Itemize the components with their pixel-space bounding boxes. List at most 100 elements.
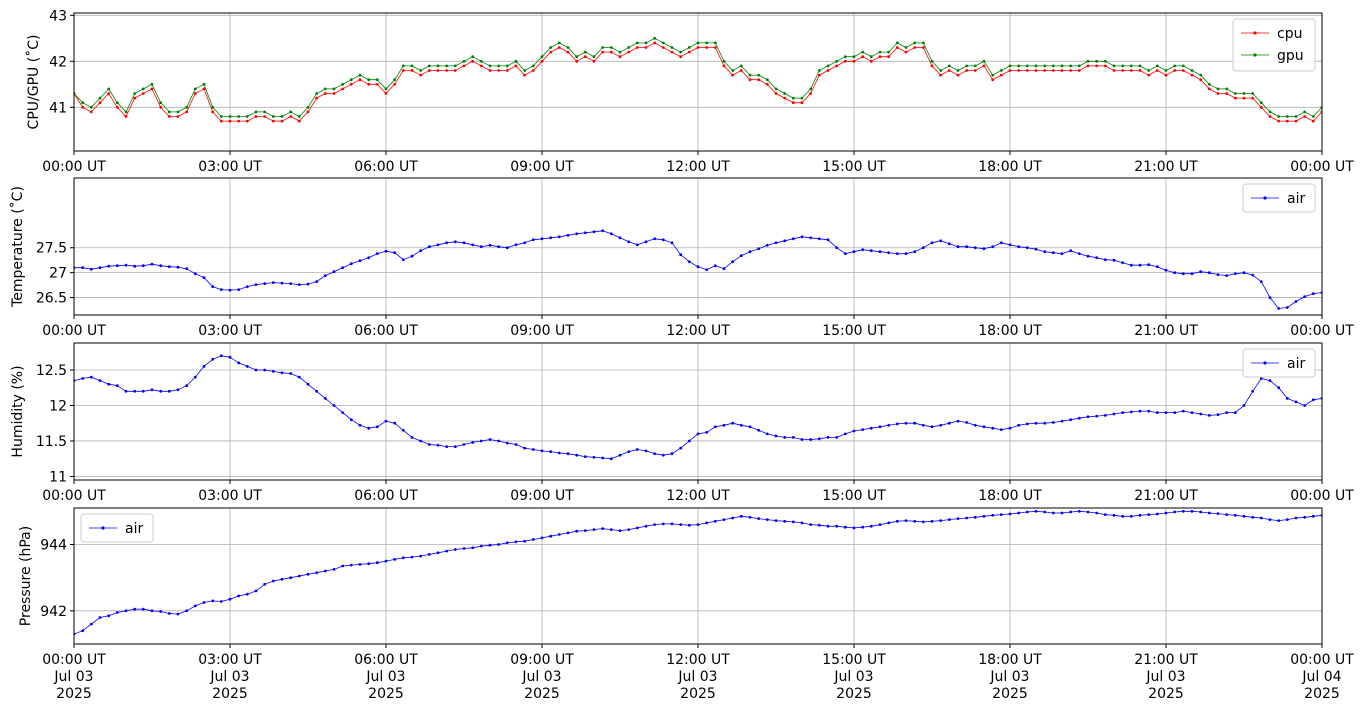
data-point [757, 247, 761, 251]
data-point [1251, 96, 1255, 100]
data-point [1060, 69, 1064, 72]
data-point [1216, 512, 1220, 515]
data-point [263, 582, 267, 586]
data-point [679, 50, 683, 54]
data-point [800, 235, 804, 239]
data-point [228, 355, 232, 359]
data-point [1155, 411, 1159, 414]
data-point [575, 55, 579, 59]
data-point [1216, 413, 1220, 417]
data-point [852, 429, 856, 433]
data-point [1216, 273, 1220, 276]
data-point [1251, 273, 1255, 277]
data-point [817, 523, 821, 527]
data-point [1121, 411, 1125, 414]
data-point [332, 92, 336, 95]
data-point [445, 445, 449, 448]
data-point [401, 69, 405, 72]
data-point [670, 241, 674, 245]
data-point [609, 528, 613, 531]
data-point [661, 238, 665, 242]
data-point [549, 534, 553, 538]
data-point [956, 69, 960, 72]
data-point [939, 73, 943, 77]
data-point [1034, 421, 1038, 425]
data-point [436, 69, 440, 72]
data-point [965, 64, 969, 68]
x-tick-label: 21:00 UT [1134, 159, 1198, 175]
data-point [1311, 115, 1315, 118]
data-point [566, 531, 570, 535]
data-point [1294, 119, 1298, 123]
data-point [627, 450, 631, 453]
data-point [713, 41, 717, 45]
legend: air [1242, 183, 1316, 213]
data-point [765, 78, 769, 82]
data-point [869, 426, 873, 430]
data-point [323, 397, 327, 400]
data-point [1051, 511, 1055, 515]
panel-4: 942 944 00:00 UT Jul 03 2025 03:00 UT Jul 03 20… [18, 507, 1354, 702]
x-tick-label: 00:00 UT [42, 159, 106, 175]
data-point [1225, 274, 1229, 277]
data-point [973, 64, 977, 68]
data-point [531, 448, 535, 451]
data-point [315, 571, 319, 575]
data-point [1164, 73, 1168, 77]
data-point [999, 241, 1003, 245]
data-point [930, 59, 934, 63]
legend-marker-air [1263, 361, 1267, 365]
data-point [323, 274, 327, 277]
data-point [895, 519, 899, 523]
data-point [540, 59, 544, 63]
data-point [141, 264, 145, 268]
data-point [1311, 398, 1315, 402]
data-point [271, 370, 275, 373]
data-point [306, 105, 310, 109]
data-point [774, 519, 778, 522]
data-point [1207, 82, 1211, 86]
data-point [783, 436, 787, 439]
data-point [679, 446, 683, 450]
data-point [774, 434, 778, 438]
data-point [765, 243, 769, 247]
data-point [531, 64, 535, 68]
data-point [991, 73, 995, 77]
data-point [722, 64, 726, 68]
data-point [661, 522, 665, 526]
data-point [1347, 97, 1350, 100]
data-point [297, 283, 301, 286]
data-point [453, 445, 457, 448]
data-point [1355, 411, 1358, 414]
data-point [1311, 292, 1315, 295]
data-point [263, 368, 267, 372]
data-point [1034, 247, 1038, 251]
data-point [705, 431, 709, 434]
data-point [809, 92, 813, 95]
data-point [436, 64, 440, 68]
data-point [817, 237, 821, 241]
legend-label-air: air [1287, 191, 1305, 207]
data-point [89, 267, 93, 271]
data-point [453, 64, 457, 68]
data-point [531, 69, 535, 72]
data-point [973, 515, 977, 519]
data-point [1147, 513, 1151, 516]
data-point [141, 92, 145, 95]
data-point [1355, 101, 1358, 104]
data-point [1008, 243, 1012, 247]
data-point [661, 46, 665, 49]
data-point [713, 425, 717, 429]
data-point [193, 92, 197, 95]
data-point [774, 87, 778, 91]
data-point [566, 452, 570, 456]
data-point [254, 110, 258, 114]
data-point [904, 46, 908, 49]
data-point [1190, 272, 1194, 276]
data-point [1095, 64, 1099, 68]
data-point [540, 237, 544, 241]
data-point [1233, 92, 1237, 95]
data-point [297, 375, 301, 379]
y-tick-label: 942 [40, 604, 67, 620]
data-point [375, 82, 379, 86]
